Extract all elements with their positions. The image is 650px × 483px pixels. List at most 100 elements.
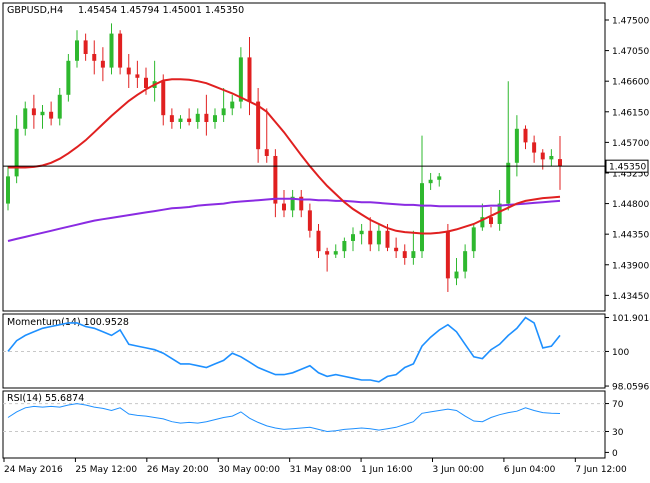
- candle: [523, 125, 528, 150]
- candle-body: [333, 251, 338, 255]
- candle: [463, 244, 468, 279]
- candle-body: [514, 128, 519, 163]
- candle-body: [351, 234, 355, 241]
- candle: [23, 101, 28, 136]
- candle: [195, 108, 200, 129]
- candle-body: [445, 230, 450, 279]
- candle-body: [204, 113, 209, 122]
- candle: [135, 60, 140, 88]
- frames: [2, 2, 606, 459]
- candle-body: [273, 155, 278, 204]
- candle-body: [359, 230, 364, 235]
- candle-body: [92, 53, 97, 61]
- candle-body: [238, 57, 243, 102]
- candle: [471, 223, 476, 258]
- candle: [290, 189, 295, 218]
- candle: [100, 47, 105, 82]
- price-tick-label: 1.43450: [612, 292, 649, 302]
- candle-body: [49, 111, 54, 119]
- candle: [342, 237, 347, 258]
- moving-averages: [3, 78, 605, 242]
- candle-body: [463, 251, 468, 272]
- price-tick-label: 1.45700: [612, 139, 649, 149]
- candle-body: [161, 81, 166, 116]
- candle-body: [376, 230, 381, 245]
- candle: [316, 223, 321, 258]
- candle-body: [411, 251, 416, 258]
- candle: [75, 30, 79, 68]
- candle: [178, 115, 183, 129]
- candle: [14, 115, 19, 184]
- momentum-tick-label: 101.9018: [612, 314, 650, 324]
- candle-body: [480, 217, 485, 228]
- current-price-tag: [605, 159, 649, 173]
- candle: [221, 87, 226, 122]
- candle: [213, 108, 217, 129]
- candle-body: [420, 183, 424, 252]
- indicator-levels: [3, 350, 605, 432]
- rsi-title: RSI(14) 55.6874: [7, 393, 84, 404]
- candle-body: [307, 210, 312, 231]
- candle-body: [178, 118, 183, 122]
- candle-body: [558, 159, 562, 167]
- time-tick-label: 6 Jun 04:00: [504, 465, 556, 475]
- candle: [394, 237, 399, 258]
- time-tick-label: 26 May 20:00: [147, 465, 209, 475]
- momentum-tick-label: 98.0596: [612, 383, 649, 393]
- time-tick-label: 25 May 12:00: [75, 465, 137, 475]
- momentum-line: [7, 316, 561, 383]
- candle-body: [109, 33, 114, 68]
- candle: [359, 223, 364, 245]
- candle-body: [247, 57, 252, 102]
- candle-body: [75, 40, 79, 61]
- candle: [109, 23, 114, 75]
- rsi-line: [7, 403, 561, 433]
- price-tick-label: 1.47500: [612, 16, 649, 26]
- candle-body: [100, 60, 105, 68]
- current-price-label: 1.45350: [609, 163, 646, 173]
- time-axis: 24 May 2016 25 May 12:00 26 May 20:00 30 Ma…: [3, 458, 627, 475]
- candle: [230, 94, 235, 116]
- candle: [558, 135, 562, 190]
- candle: [264, 108, 269, 163]
- candle: [299, 189, 304, 218]
- candle: [57, 87, 62, 126]
- candle: [325, 247, 330, 272]
- candle: [187, 108, 192, 126]
- candle: [118, 30, 123, 75]
- rsi-tick-label: 0: [612, 449, 618, 459]
- candle: [549, 149, 554, 167]
- main-panel-frame: [2, 2, 606, 312]
- candle: [532, 135, 537, 163]
- candle-body: [14, 128, 19, 177]
- candle-body: [230, 101, 235, 109]
- candle-body: [402, 251, 407, 258]
- candle-body: [316, 230, 321, 252]
- candle-body: [256, 101, 261, 150]
- candle-body: [342, 240, 347, 252]
- price-tick-label: 1.44350: [612, 231, 649, 241]
- candle: [31, 94, 36, 129]
- candle: [437, 172, 442, 187]
- price-tick-label: 1.44800: [612, 200, 649, 210]
- candle-body: [118, 33, 123, 68]
- candle: [402, 244, 407, 265]
- candle-body: [497, 203, 502, 224]
- rsi-panel-frame: [2, 390, 606, 459]
- candle: [480, 203, 485, 231]
- candle: [66, 53, 71, 102]
- symbol-label: GBPUSD,H4: [7, 5, 63, 16]
- candle: [6, 166, 10, 211]
- indicator-lines: [7, 316, 561, 433]
- candle-body: [57, 94, 62, 119]
- candle: [489, 206, 493, 228]
- candle-body: [325, 251, 330, 255]
- candle-body: [40, 111, 45, 116]
- candle: [256, 87, 261, 163]
- candles: [6, 23, 562, 292]
- candle: [161, 74, 166, 126]
- candle-body: [532, 142, 537, 153]
- candle: [454, 257, 459, 286]
